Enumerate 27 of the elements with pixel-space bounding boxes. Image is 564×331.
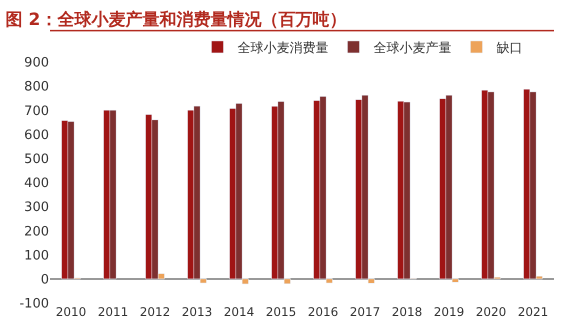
x-tick-label: 2015 <box>266 305 296 319</box>
x-tick-label: 2019 <box>434 305 464 319</box>
x-tick-label: 2020 <box>476 305 506 319</box>
x-tick-label: 2014 <box>224 305 254 319</box>
y-tick-label: 300 <box>24 200 49 216</box>
y-tick-label: 500 <box>24 152 49 167</box>
y-tick-label: 800 <box>24 80 49 95</box>
y-tick-label: 100 <box>24 248 49 264</box>
legend-label: 全球小麦消费量 <box>237 41 328 56</box>
y-tick-label: 600 <box>24 128 49 143</box>
x-tick-label: 2021 <box>518 305 548 319</box>
y-tick-label: 400 <box>24 176 49 192</box>
x-tick-label: 2013 <box>182 305 212 319</box>
y-tick-label: -100 <box>19 296 49 312</box>
y-tick-label: 200 <box>24 224 49 240</box>
chart-title: 图 2：全球小麦产量和消费量情况（百万吨） <box>6 10 346 30</box>
x-tick-label: 2017 <box>350 305 380 319</box>
legend-label: 全球小麦产量 <box>373 41 452 56</box>
x-tick-label: 2018 <box>392 305 422 319</box>
y-tick-label: 700 <box>24 104 49 119</box>
y-tick-label: 0 <box>40 272 49 288</box>
x-tick-label: 2011 <box>98 305 128 319</box>
x-tick-label: 2012 <box>140 305 170 319</box>
y-tick-label: 900 <box>24 56 49 71</box>
legend-label: 缺口 <box>496 41 522 56</box>
x-tick-label: 2016 <box>308 305 338 319</box>
x-tick-label: 2010 <box>56 305 86 319</box>
